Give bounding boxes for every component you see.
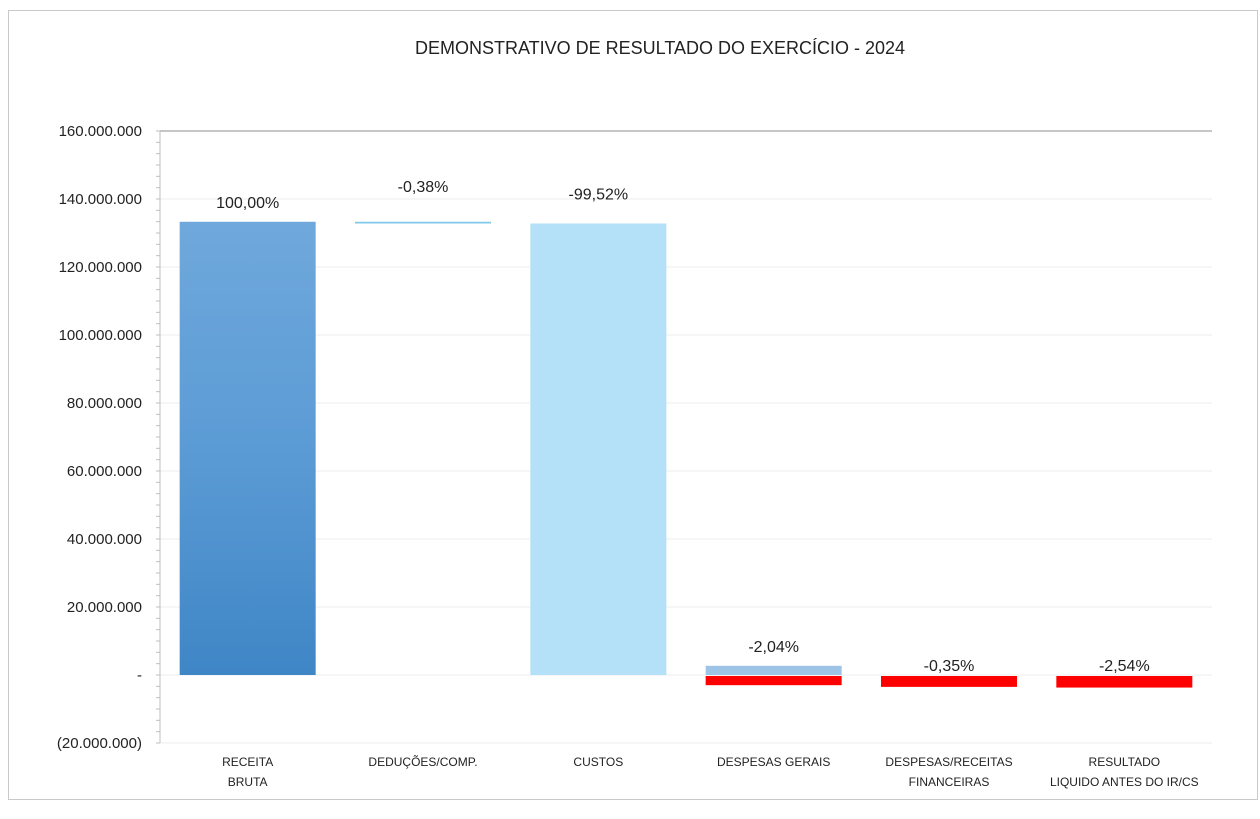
data-label: -2,54%	[1099, 658, 1150, 675]
x-category-label: DEDUÇÕES/COMP.	[368, 754, 477, 769]
x-category-label: DESPESAS/RECEITAS	[885, 755, 1012, 769]
waterfall-bar	[705, 676, 842, 686]
x-category-label: RECEITA	[222, 755, 273, 769]
y-tick-label: 120.000.000	[59, 259, 142, 276]
label-layer: 100,00% -0,38% -99,52% -2,04% -0,35% -2,54%	[216, 179, 1150, 675]
y-tick-label: 40.000.000	[67, 531, 142, 548]
data-label: -0,35%	[924, 658, 975, 675]
y-tick-label: -	[137, 667, 142, 684]
data-label: -0,38%	[398, 179, 449, 196]
bar-layer	[179, 221, 1193, 688]
y-tick-label: (20.000.000)	[57, 735, 142, 752]
x-category-label: DESPESAS GERAIS	[717, 755, 830, 769]
y-tick-label: 160.000.000	[59, 123, 142, 140]
data-label: 100,00%	[216, 195, 279, 212]
y-tick-label: 20.000.000	[67, 599, 142, 616]
chart-title: DEMONSTRATIVO DE RESULTADO DO EXERCÍCIO …	[415, 38, 905, 58]
x-category-label: BRUTA	[228, 775, 268, 789]
waterfall-bar	[1056, 676, 1193, 688]
waterfall-bar	[705, 665, 842, 675]
y-tick-label: 140.000.000	[59, 191, 142, 208]
x-category-label: CUSTOS	[573, 755, 623, 769]
waterfall-bar	[179, 221, 316, 675]
y-tick-label: 100.000.000	[59, 327, 142, 344]
axis-layer: 160.000.000 140.000.000 120.000.000 100.000…	[57, 123, 1199, 789]
x-category-label: LIQUIDO ANTES DO IR/CS	[1050, 775, 1199, 789]
waterfall-bar	[881, 676, 1017, 687]
waterfall-bar	[530, 223, 667, 676]
waterfall-bar	[355, 221, 491, 224]
y-tick-label: 60.000.000	[67, 463, 142, 480]
grid-layer	[160, 130, 1212, 744]
x-category-label: RESULTADO	[1089, 755, 1161, 769]
x-category-label: FINANCEIRAS	[909, 775, 990, 789]
y-tick-label: 80.000.000	[67, 395, 142, 412]
data-label: -99,52%	[569, 186, 629, 203]
data-label: -2,04%	[748, 639, 799, 656]
